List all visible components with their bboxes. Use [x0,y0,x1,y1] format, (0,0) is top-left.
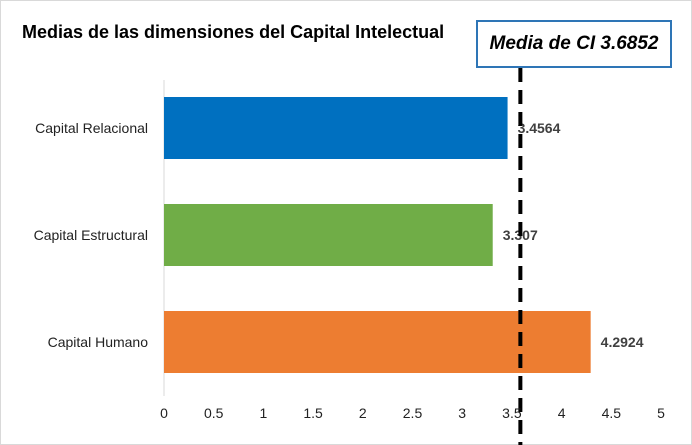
bar-capital-relacional [164,97,508,159]
x-tick-label: 2.5 [403,405,423,421]
x-tick-label: 0 [160,405,168,421]
data-label: 4.2924 [601,334,644,350]
x-tick-label: 4 [558,405,566,421]
x-tick-label: 1.5 [303,405,323,421]
category-label: Capital Estructural [34,227,148,243]
category-label: Capital Relacional [35,120,148,136]
category-label: Capital Humano [48,334,149,350]
data-label: 3.4564 [518,120,561,136]
x-tick-label: 5 [657,405,665,421]
x-tick-label: 1 [260,405,268,421]
bar-capital-humano [164,311,591,373]
x-tick-label: 2 [359,405,367,421]
mean-annotation-box: Media de CI 3.6852 [476,20,672,68]
x-tick-label: 0.5 [204,405,224,421]
x-tick-label: 3.5 [502,405,522,421]
chart-title: Medias de las dimensiones del Capital In… [22,22,445,42]
x-tick-label: 4.5 [602,405,622,421]
bar-capital-estructural [164,204,493,266]
x-tick-label: 3 [458,405,466,421]
